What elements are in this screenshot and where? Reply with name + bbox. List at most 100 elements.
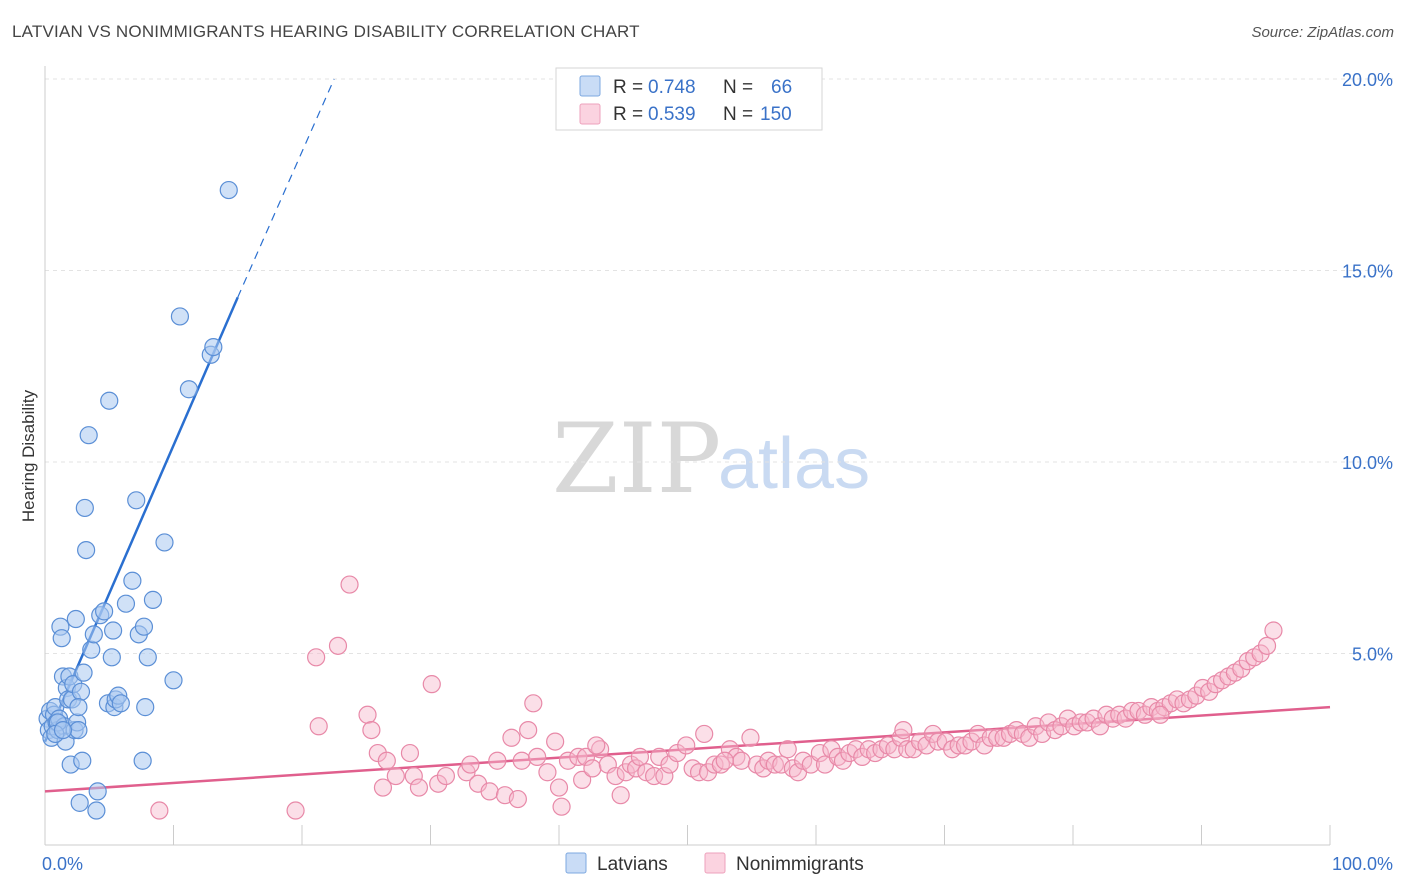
- latvian-point: [136, 698, 155, 717]
- nonimmigrant-point: [732, 751, 751, 770]
- latvian-point: [134, 617, 154, 636]
- nonimmigrant-point: [630, 747, 650, 767]
- latvian-point: [87, 801, 106, 820]
- nonimmigrant-point: [400, 743, 420, 763]
- latvian-point: [204, 338, 223, 357]
- x-tick-labels: 0.0% 100.0%: [42, 854, 1393, 874]
- nonimmigrant-point: [917, 736, 936, 755]
- nonimmigrant-point: [1151, 705, 1170, 724]
- nonimmigrant-point: [573, 770, 592, 789]
- latvian-point: [102, 648, 121, 667]
- legend-n-label: N =: [723, 104, 753, 125]
- legend-r-value: 0.539: [648, 104, 696, 125]
- nonimmigrant-point: [150, 801, 169, 820]
- latvian-point: [133, 751, 152, 770]
- latvian-point: [116, 594, 136, 613]
- latvian-point: [77, 540, 96, 560]
- source-label: Source: ZipAtlas.com: [1251, 24, 1394, 41]
- latvian-point: [88, 782, 107, 801]
- latvian-point: [170, 307, 190, 326]
- latvian-point: [75, 498, 94, 518]
- nonimmigrant-point: [772, 755, 791, 774]
- nonimmigrant-point: [422, 675, 441, 694]
- latvian-point: [100, 391, 119, 410]
- legend-swatch-latvians: [579, 75, 601, 97]
- nonimmigrant-point: [328, 636, 348, 655]
- latvian-point: [164, 671, 183, 690]
- nonimmigrant-point: [546, 732, 565, 751]
- nonimmigrant-point: [480, 782, 499, 801]
- nonimmigrant-point: [644, 766, 664, 786]
- nonimmigrant-point: [606, 766, 625, 786]
- latvian-point: [143, 590, 163, 609]
- nonimmigrant-point: [650, 747, 669, 767]
- nonimmigrant-point: [362, 720, 381, 740]
- nonimmigrant-point: [340, 575, 359, 594]
- latvian-point: [74, 663, 93, 682]
- nonimmigrant-point: [885, 740, 904, 759]
- latvian-point: [104, 621, 123, 640]
- nonimmigrant-point: [508, 789, 527, 809]
- legend-n-value: 150: [760, 104, 792, 125]
- latvian-point: [53, 720, 73, 740]
- correlation-legend: R = 0.748 N = 66 R = 0.539 N = 150: [555, 67, 823, 131]
- nonimmigrant-point: [436, 766, 456, 786]
- nonimmigrants-trendline: [44, 705, 1331, 793]
- chart-title: LATVIAN VS NONIMMIGRANTS HEARING DISABIL…: [12, 22, 640, 41]
- latvian-point: [66, 609, 85, 629]
- nonimmigrant-point: [1264, 621, 1283, 640]
- legend-r-label: R =: [613, 104, 643, 125]
- x-tick-label: 100.0%: [1332, 854, 1393, 874]
- latvian-point: [69, 698, 88, 717]
- nonimmigrant-point: [894, 720, 913, 740]
- latvian-point: [84, 625, 103, 644]
- nonimmigrant-point: [928, 732, 948, 751]
- nonimmigrant-point: [358, 705, 377, 724]
- nonimmigrant-point: [981, 728, 1000, 747]
- nonimmigrant-point: [1257, 636, 1277, 655]
- y-tick-labels: 5.0% 10.0% 15.0% 20.0%: [1342, 70, 1393, 665]
- nonimmigrant-point: [765, 755, 784, 774]
- legend-n-value: 66: [771, 77, 792, 98]
- nonimmigrant-point: [576, 747, 596, 767]
- latvian-point: [70, 793, 89, 812]
- nonimmigrant-point: [488, 751, 507, 770]
- nonimmigrant-point: [810, 743, 829, 763]
- nonimmigrant-point: [677, 736, 696, 755]
- latvian-point: [138, 648, 157, 667]
- legend-r-value: 0.748: [648, 77, 696, 98]
- latvian-point: [127, 491, 146, 510]
- legend-r-label: R =: [613, 77, 643, 98]
- bottom-legend-nonimmigrants: Nonimmigrants: [736, 854, 864, 875]
- watermark-zip: ZIP: [552, 403, 721, 515]
- y-tick-label: 15.0%: [1342, 262, 1393, 282]
- latvian-point: [82, 640, 101, 659]
- y-axis-label: Hearing Disability: [19, 389, 38, 522]
- nonimmigrant-point: [626, 759, 646, 778]
- nonimmigrant-point: [538, 763, 557, 782]
- nonimmigrant-point: [286, 801, 305, 820]
- nonimmigrant-point: [705, 755, 724, 774]
- nonimmigrant-point: [741, 728, 760, 747]
- latvian-point: [123, 571, 142, 590]
- nonimmigrant-point: [404, 766, 423, 786]
- nonimmigrant-point: [569, 747, 588, 767]
- y-tick-label: 5.0%: [1352, 645, 1393, 665]
- bottom-swatch-latvians: [565, 852, 587, 874]
- nonimmigrant-point: [373, 778, 393, 797]
- legend-n-label: N =: [723, 77, 753, 98]
- latvian-point: [219, 180, 238, 200]
- latvian-point: [73, 751, 92, 770]
- latvian-point: [111, 694, 130, 713]
- nonimmigrant-point: [502, 728, 521, 747]
- nonimmigrant-point: [778, 740, 797, 759]
- y-tick-label: 20.0%: [1342, 70, 1393, 90]
- data-points: [38, 180, 1283, 820]
- nonimmigrant-point: [512, 751, 531, 770]
- latvian-point: [71, 682, 91, 701]
- nonimmigrant-point: [519, 720, 538, 740]
- latvian-point: [52, 629, 71, 648]
- gridlines: [45, 78, 1395, 654]
- nonimmigrant-point: [715, 751, 734, 770]
